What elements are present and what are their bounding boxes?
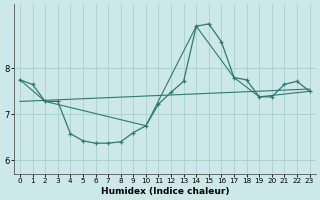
X-axis label: Humidex (Indice chaleur): Humidex (Indice chaleur) bbox=[100, 187, 229, 196]
